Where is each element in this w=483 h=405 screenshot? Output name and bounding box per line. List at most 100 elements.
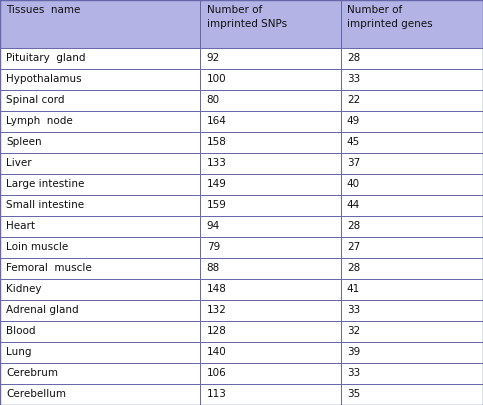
Bar <box>200 300 341 321</box>
Text: 88: 88 <box>207 263 220 273</box>
Bar <box>200 195 341 216</box>
Bar <box>0 384 200 405</box>
Text: 100: 100 <box>207 74 227 84</box>
Text: Hypothalamus: Hypothalamus <box>6 74 82 84</box>
Text: Femoral  muscle: Femoral muscle <box>6 263 92 273</box>
Text: 45: 45 <box>347 137 360 147</box>
Bar <box>200 69 341 90</box>
Bar <box>200 237 341 258</box>
Text: Kidney: Kidney <box>6 284 42 294</box>
Text: 28: 28 <box>347 53 360 63</box>
Text: 49: 49 <box>347 116 360 126</box>
Text: Lymph  node: Lymph node <box>6 116 73 126</box>
Bar <box>341 0 483 48</box>
Text: 35: 35 <box>347 390 360 399</box>
Text: 132: 132 <box>207 305 227 315</box>
Text: Spinal cord: Spinal cord <box>6 95 65 105</box>
Text: 158: 158 <box>207 137 227 147</box>
Text: 41: 41 <box>347 284 360 294</box>
Bar <box>341 153 483 174</box>
Text: 28: 28 <box>347 263 360 273</box>
Bar <box>341 363 483 384</box>
Text: 37: 37 <box>347 158 360 168</box>
Text: 94: 94 <box>207 222 220 231</box>
Bar <box>200 363 341 384</box>
Text: Lung: Lung <box>6 347 32 358</box>
Bar <box>341 237 483 258</box>
Bar <box>341 48 483 69</box>
Bar <box>0 363 200 384</box>
Bar <box>0 342 200 363</box>
Bar <box>341 69 483 90</box>
Text: 44: 44 <box>347 200 360 210</box>
Bar <box>0 48 200 69</box>
Text: 148: 148 <box>207 284 227 294</box>
Text: 28: 28 <box>347 222 360 231</box>
Bar <box>200 90 341 111</box>
Text: 128: 128 <box>207 326 227 337</box>
Bar <box>341 174 483 195</box>
Bar <box>200 0 341 48</box>
Bar <box>0 258 200 279</box>
Text: 149: 149 <box>207 179 227 190</box>
Text: 27: 27 <box>347 243 360 252</box>
Bar <box>200 258 341 279</box>
Text: Spleen: Spleen <box>6 137 42 147</box>
Text: 22: 22 <box>347 95 360 105</box>
Text: Liver: Liver <box>6 158 32 168</box>
Text: Cerebellum: Cerebellum <box>6 390 66 399</box>
Bar <box>341 279 483 300</box>
Bar <box>0 132 200 153</box>
Bar <box>341 258 483 279</box>
Bar <box>200 321 341 342</box>
Text: Number of
imprinted genes: Number of imprinted genes <box>347 5 432 29</box>
Bar <box>0 216 200 237</box>
Text: 159: 159 <box>207 200 227 210</box>
Bar <box>0 279 200 300</box>
Bar <box>0 0 200 48</box>
Bar <box>341 342 483 363</box>
Bar <box>200 342 341 363</box>
Bar <box>341 111 483 132</box>
Text: 140: 140 <box>207 347 227 358</box>
Bar <box>200 279 341 300</box>
Bar <box>200 384 341 405</box>
Bar <box>341 132 483 153</box>
Text: 164: 164 <box>207 116 227 126</box>
Text: Small intestine: Small intestine <box>6 200 85 210</box>
Bar <box>341 384 483 405</box>
Bar <box>0 153 200 174</box>
Bar <box>341 90 483 111</box>
Bar <box>200 216 341 237</box>
Bar <box>200 153 341 174</box>
Bar <box>0 237 200 258</box>
Bar <box>0 174 200 195</box>
Text: 106: 106 <box>207 369 227 379</box>
Text: 133: 133 <box>207 158 227 168</box>
Text: Tissues  name: Tissues name <box>6 5 81 15</box>
Text: 39: 39 <box>347 347 360 358</box>
Bar <box>0 0 483 48</box>
Bar <box>200 111 341 132</box>
Bar <box>341 195 483 216</box>
Bar <box>0 111 200 132</box>
Bar <box>0 69 200 90</box>
Text: Pituitary  gland: Pituitary gland <box>6 53 86 63</box>
Text: 33: 33 <box>347 74 360 84</box>
Text: 92: 92 <box>207 53 220 63</box>
Text: Loin muscle: Loin muscle <box>6 243 69 252</box>
Bar <box>0 90 200 111</box>
Text: Blood: Blood <box>6 326 36 337</box>
Text: Number of
imprinted SNPs: Number of imprinted SNPs <box>207 5 287 29</box>
Text: Adrenal gland: Adrenal gland <box>6 305 79 315</box>
Text: Heart: Heart <box>6 222 35 231</box>
Bar <box>0 321 200 342</box>
Text: 32: 32 <box>347 326 360 337</box>
Text: 113: 113 <box>207 390 227 399</box>
Bar <box>200 132 341 153</box>
Text: 33: 33 <box>347 369 360 379</box>
Bar <box>0 195 200 216</box>
Bar <box>341 216 483 237</box>
Text: Large intestine: Large intestine <box>6 179 85 190</box>
Text: Cerebrum: Cerebrum <box>6 369 58 379</box>
